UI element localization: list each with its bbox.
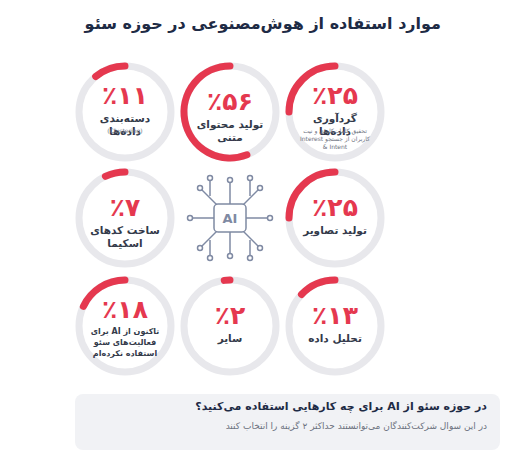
icon-line xyxy=(229,232,231,256)
category-note: تحقیق کلمات‌کلیدی و نیت کاربران از جستجو… xyxy=(297,127,373,151)
title: موارد استفاده از هوش‌مصنوعی در حوزه سئو xyxy=(1,14,441,33)
gauge-track xyxy=(184,280,276,372)
note: در این سوال شرکت‌کنندگان می‌توانستند حدا… xyxy=(67,421,487,431)
question: در حوزه سئو از AI برای چه کارهایی استفاد… xyxy=(67,400,487,413)
icon-line xyxy=(190,217,214,219)
icon-node xyxy=(198,186,203,191)
category-label: دسته‌بندی داده‌ها xyxy=(87,112,163,138)
icon-node xyxy=(248,256,253,261)
category-label: ساخت کدهای اسکیما xyxy=(87,224,163,250)
category-label: گردآوری داده‌ها xyxy=(297,112,373,138)
gauge-arc xyxy=(105,172,125,176)
value-label: ٪۷ xyxy=(85,194,165,222)
icon-node xyxy=(208,176,213,181)
gauge-track xyxy=(289,66,381,158)
icon-node xyxy=(258,186,263,191)
gauge-arc xyxy=(224,277,230,284)
category-note: (Clustering) xyxy=(87,127,163,135)
value-label: ٪۲ xyxy=(190,302,270,330)
icon-line xyxy=(246,217,270,219)
icon-node xyxy=(268,216,273,221)
gauges xyxy=(79,66,381,372)
category-label: تحلیل داده xyxy=(297,332,373,345)
category-label: تولید محتوای متنی xyxy=(192,118,268,144)
icon-node xyxy=(228,178,233,183)
icon-text: AI xyxy=(223,211,238,226)
gauge-arc xyxy=(96,66,125,77)
icon-node xyxy=(258,246,263,251)
gauge-track xyxy=(184,66,276,158)
value-label: ٪۱۱ xyxy=(85,82,165,110)
icon-chip xyxy=(214,204,246,232)
category-label: تاکنون از AI برای فعالیت‌های سئو استفاده… xyxy=(87,326,163,359)
value-label: ٪۱۸ xyxy=(85,296,165,324)
value-label: ٪۲۵ xyxy=(295,194,375,222)
value-label: ٪۵۶ xyxy=(190,88,270,116)
gauge-track xyxy=(289,280,381,372)
infographic: AI موارد استفاده از هوش‌مصنوعی در حوزه سئ… xyxy=(0,0,527,471)
gauge-track xyxy=(79,66,171,158)
icon-node xyxy=(228,254,233,259)
ai-icon: AI xyxy=(188,176,273,261)
icon-node xyxy=(198,246,203,251)
value-label: ٪۱۳ xyxy=(295,302,375,330)
icon-node xyxy=(208,256,213,261)
category-label: سایر xyxy=(192,332,268,345)
icon-node xyxy=(188,216,193,221)
gauge-arc xyxy=(301,280,335,295)
gauge-track xyxy=(289,172,381,264)
icon-line xyxy=(229,180,231,204)
gauge-track xyxy=(79,280,171,372)
value-label: ٪۲۵ xyxy=(295,82,375,110)
icon-node xyxy=(248,176,253,181)
gauge-track xyxy=(79,172,171,264)
category-label: تولید تصاویر xyxy=(297,224,373,237)
